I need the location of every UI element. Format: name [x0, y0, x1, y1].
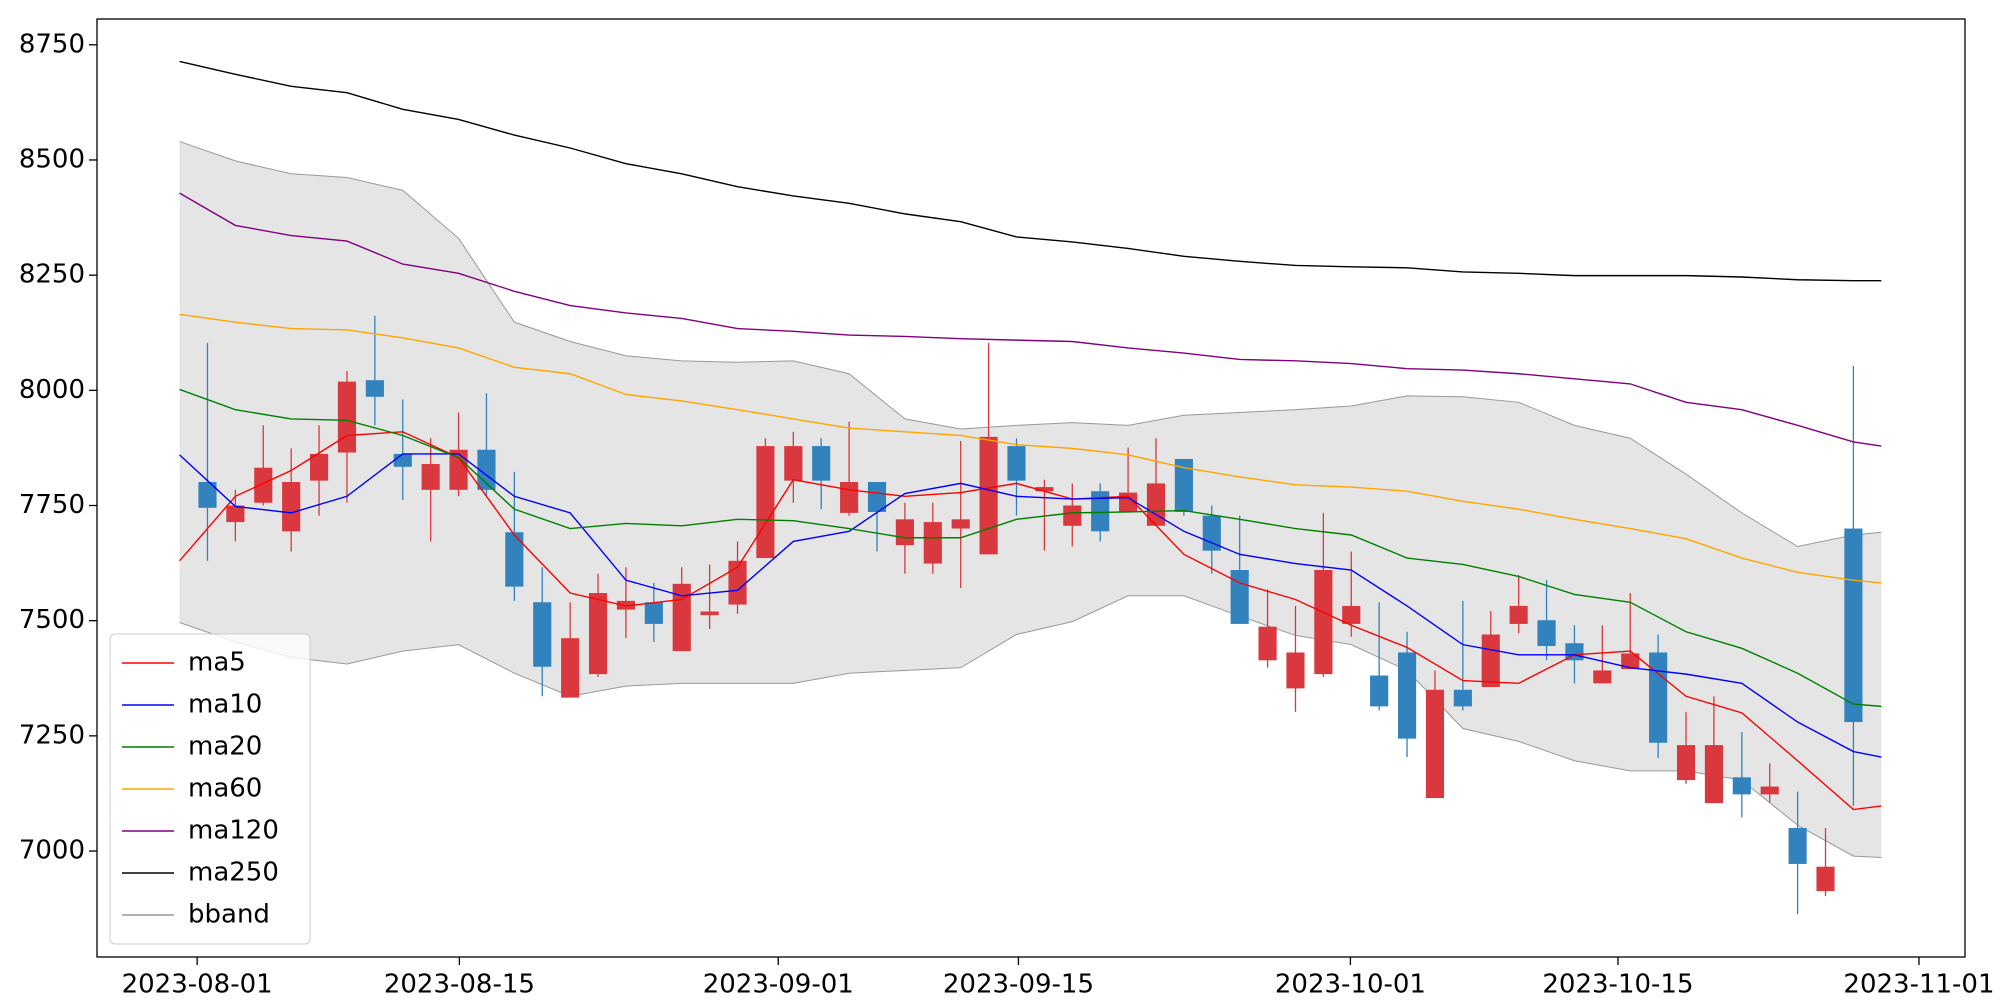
- candle-body: [533, 602, 552, 667]
- candle-body: [1816, 866, 1835, 892]
- y-tick-label: 8500: [19, 144, 85, 174]
- x-tick-label: 2023-08-01: [122, 970, 273, 1000]
- candle-body: [198, 482, 217, 508]
- candle-body: [1425, 689, 1445, 799]
- candle-body: [812, 446, 831, 481]
- candle-body: [365, 380, 384, 397]
- legend: ma5 ma10 ma20 ma60 ma120 ma250 bband: [109, 633, 311, 945]
- y-tick-label: 7750: [19, 490, 85, 520]
- candle-body: [1732, 777, 1751, 795]
- ma-line: [179, 313, 1882, 584]
- legend-label: ma20: [188, 732, 262, 762]
- candle-body: [951, 519, 970, 529]
- plot-frame: [96, 18, 1966, 958]
- candle-body: [840, 482, 859, 513]
- candle-body: [1314, 570, 1333, 675]
- candle-body: [421, 464, 440, 490]
- candle-body: [1844, 528, 1863, 723]
- candle-body: [1342, 605, 1361, 624]
- legend-box: [109, 633, 311, 945]
- x-tick-label: 2023-10-01: [1275, 970, 1426, 1000]
- candle-body: [728, 560, 747, 605]
- candle-body: [1593, 670, 1612, 684]
- candle-body: [1621, 653, 1640, 670]
- candle-body: [700, 611, 719, 616]
- candle-body: [644, 602, 663, 624]
- y-tick-label: 7250: [19, 720, 85, 750]
- candle-body: [895, 519, 914, 546]
- candle-body: [1230, 570, 1249, 624]
- candle-body: [1202, 515, 1221, 551]
- candle-body: [867, 482, 887, 512]
- candle-body: [1370, 675, 1389, 707]
- ma-line: [179, 60, 1882, 282]
- y-tick-label: 8750: [19, 29, 85, 59]
- legend-label: ma5: [188, 648, 246, 678]
- ma-line: [179, 388, 1882, 708]
- candle-body: [1453, 689, 1472, 707]
- legend-label: ma250: [188, 858, 279, 888]
- candle-body: [1760, 786, 1779, 795]
- ma-line: [179, 453, 1882, 758]
- candle-body: [1091, 491, 1110, 532]
- ma-line: [179, 192, 1882, 447]
- candle-body: [1035, 487, 1054, 492]
- candle-body: [337, 381, 357, 453]
- candle-body: [1676, 745, 1696, 781]
- candle-body: [449, 449, 468, 490]
- legend-label: ma10: [188, 690, 262, 720]
- candle-body: [1649, 652, 1668, 743]
- y-tick-label: 8000: [19, 375, 85, 405]
- candle-body: [1258, 626, 1277, 661]
- candle-body: [505, 532, 524, 587]
- candle-body: [282, 482, 301, 532]
- x-tick-label: 2023-09-01: [703, 970, 854, 1000]
- candle-body: [1509, 605, 1528, 624]
- candle-body: [979, 436, 998, 555]
- x-tick-label: 2023-10-15: [1542, 970, 1693, 1000]
- x-tick-label: 2023-11-01: [1843, 970, 1994, 1000]
- candle-body: [1397, 652, 1417, 739]
- candle-body: [309, 453, 329, 481]
- candle-body: [1174, 458, 1193, 512]
- candle-body: [393, 453, 412, 467]
- candle-body: [254, 467, 273, 503]
- candle-body: [1286, 652, 1305, 689]
- candle-body: [1481, 634, 1500, 688]
- candle-body: [1007, 446, 1026, 481]
- bband-lower: [179, 595, 1882, 858]
- y-tick-label: 8250: [19, 260, 85, 290]
- candle-body: [756, 446, 775, 559]
- ma-line: [179, 431, 1882, 811]
- candle-body: [561, 638, 580, 698]
- bband-area: [179, 141, 1882, 858]
- candle-body: [1704, 745, 1723, 804]
- legend-label: bband: [188, 900, 270, 930]
- legend-label: ma120: [188, 816, 279, 846]
- candle-body: [1146, 483, 1166, 526]
- legend-label: ma60: [188, 774, 262, 804]
- y-tick-label: 7000: [19, 836, 85, 866]
- x-tick-label: 2023-09-15: [943, 970, 1094, 1000]
- candle-body: [226, 505, 245, 523]
- candle-body: [784, 446, 803, 481]
- bband-upper: [179, 141, 1882, 548]
- candle-body: [923, 522, 942, 564]
- y-tick-label: 7500: [19, 605, 85, 635]
- candle-body: [1537, 620, 1556, 647]
- candle-body: [1788, 828, 1807, 864]
- x-tick-label: 2023-08-15: [384, 970, 535, 1000]
- candle-body: [588, 593, 608, 675]
- candle-body: [1063, 505, 1082, 526]
